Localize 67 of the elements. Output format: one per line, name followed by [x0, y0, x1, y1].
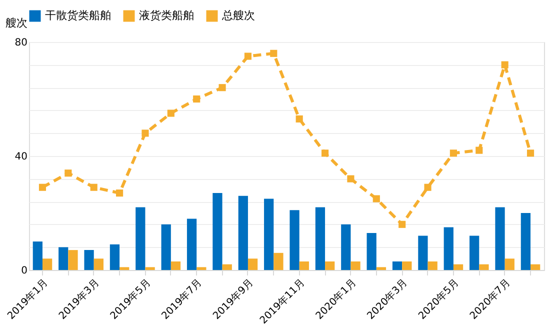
y-axis-title: 艘次: [6, 16, 28, 30]
point: [193, 95, 200, 103]
y-tick-label: 40: [14, 152, 28, 162]
bar: [32, 242, 42, 270]
bar: [520, 213, 531, 270]
bar: [212, 193, 222, 270]
bar: [58, 247, 68, 270]
bar: [453, 264, 464, 270]
y-tick-label: 0: [21, 266, 28, 276]
bar: [238, 196, 248, 270]
bar: [504, 258, 514, 270]
bar: [170, 261, 181, 270]
bar: [42, 258, 52, 270]
bar: [299, 261, 309, 270]
bar: [290, 210, 300, 270]
point: [142, 130, 149, 137]
point: [64, 170, 72, 177]
bar: [341, 224, 351, 270]
bar: [136, 207, 146, 270]
point: [116, 190, 124, 197]
point: [424, 184, 432, 191]
bar: [84, 250, 94, 270]
bar: [325, 261, 335, 270]
point: [218, 84, 226, 92]
bar: [402, 261, 412, 270]
bar: [110, 244, 120, 270]
bar: [145, 267, 155, 270]
bar: [366, 232, 376, 270]
bar: [350, 261, 360, 270]
y-tick-label: 80: [14, 38, 28, 48]
bar: [222, 264, 232, 270]
point: [476, 146, 483, 154]
bar: [470, 236, 480, 270]
legend-label: 液货类船舶: [139, 9, 194, 22]
bar: [68, 250, 78, 270]
point: [296, 115, 303, 122]
bar: [392, 261, 402, 270]
point: [347, 175, 354, 182]
point: [526, 150, 534, 157]
point: [167, 110, 174, 117]
bar: [376, 267, 386, 270]
bar: [418, 236, 428, 270]
bar: [248, 258, 258, 270]
point: [398, 220, 406, 228]
bar: [264, 198, 274, 270]
bar: [428, 261, 438, 270]
point: [372, 195, 380, 202]
bar: [120, 267, 130, 270]
bar: [186, 218, 197, 270]
bar: [94, 258, 104, 270]
bar: [161, 224, 171, 270]
bar: [315, 207, 326, 270]
point: [270, 50, 278, 57]
point: [38, 184, 46, 191]
legend-label: 总艘次: [221, 9, 255, 22]
bar: [274, 252, 284, 270]
point: [90, 184, 98, 191]
point: [450, 150, 457, 157]
legend-label: 干散货类船舶: [45, 9, 111, 22]
point: [244, 52, 252, 60]
bar: [196, 267, 206, 270]
point: [501, 61, 508, 68]
bar: [530, 264, 540, 270]
bar: [444, 227, 454, 270]
bar: [479, 264, 489, 270]
point: [321, 150, 329, 157]
bar: [495, 207, 505, 270]
